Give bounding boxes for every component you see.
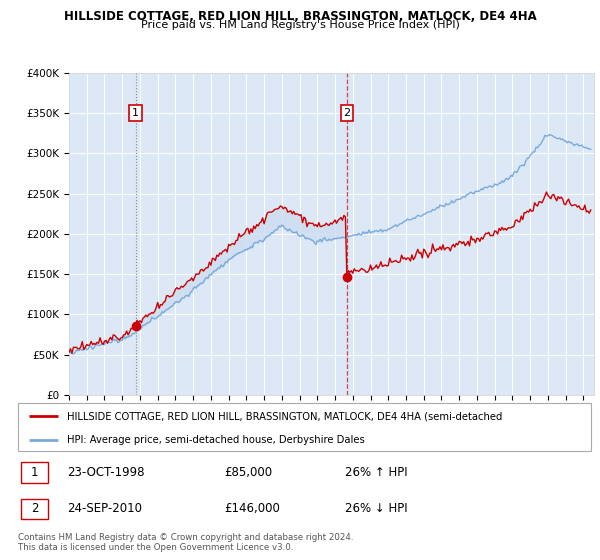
FancyBboxPatch shape: [21, 498, 49, 519]
Text: 1: 1: [31, 466, 38, 479]
FancyBboxPatch shape: [18, 403, 591, 451]
Text: 26% ↓ HPI: 26% ↓ HPI: [344, 502, 407, 515]
Text: £85,000: £85,000: [224, 466, 272, 479]
Text: 23-OCT-1998: 23-OCT-1998: [67, 466, 144, 479]
Text: 26% ↑ HPI: 26% ↑ HPI: [344, 466, 407, 479]
Text: HILLSIDE COTTAGE, RED LION HILL, BRASSINGTON, MATLOCK, DE4 4HA (semi-detached: HILLSIDE COTTAGE, RED LION HILL, BRASSIN…: [67, 411, 502, 421]
Text: £146,000: £146,000: [224, 502, 280, 515]
Text: 24-SEP-2010: 24-SEP-2010: [67, 502, 142, 515]
Text: 2: 2: [343, 108, 350, 118]
Text: This data is licensed under the Open Government Licence v3.0.: This data is licensed under the Open Gov…: [18, 543, 293, 552]
Text: 1: 1: [132, 108, 139, 118]
Text: HILLSIDE COTTAGE, RED LION HILL, BRASSINGTON, MATLOCK, DE4 4HA: HILLSIDE COTTAGE, RED LION HILL, BRASSIN…: [64, 10, 536, 22]
Text: Price paid vs. HM Land Registry's House Price Index (HPI): Price paid vs. HM Land Registry's House …: [140, 20, 460, 30]
Text: Contains HM Land Registry data © Crown copyright and database right 2024.: Contains HM Land Registry data © Crown c…: [18, 533, 353, 542]
FancyBboxPatch shape: [21, 462, 49, 483]
Text: HPI: Average price, semi-detached house, Derbyshire Dales: HPI: Average price, semi-detached house,…: [67, 435, 364, 445]
Text: 2: 2: [31, 502, 38, 515]
